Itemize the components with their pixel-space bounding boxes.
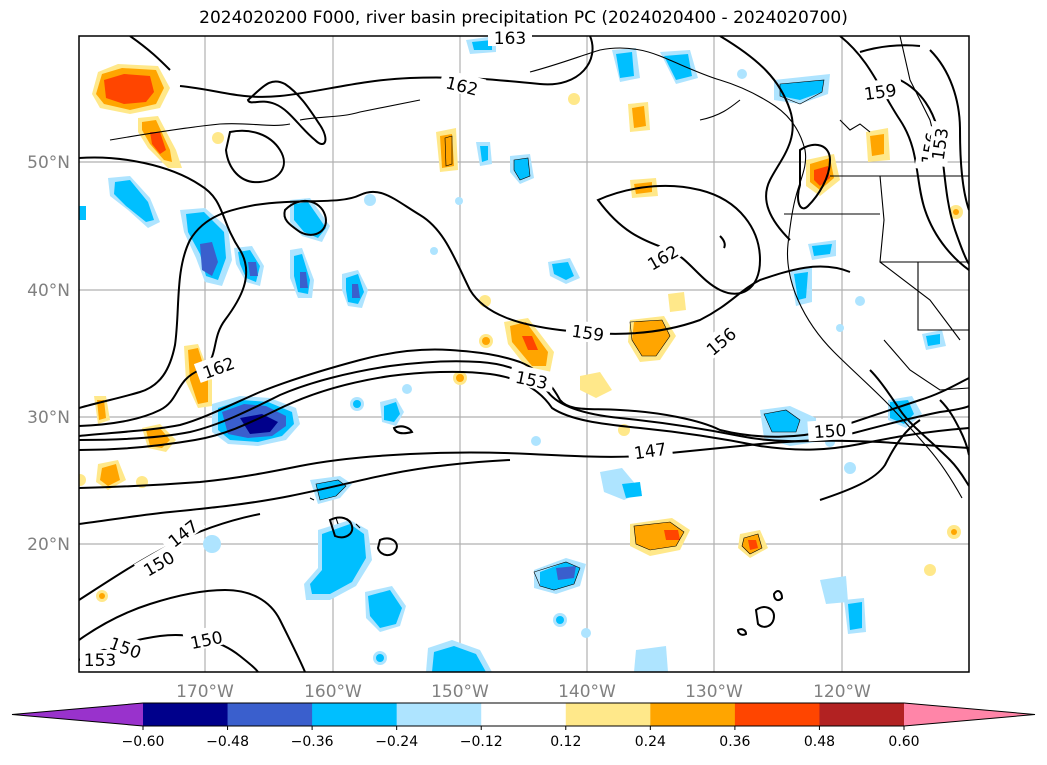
colorbar-segment (143, 703, 229, 726)
colorbar-tick-label: −0.60 (122, 734, 165, 750)
colorbar-tick-label: 0.60 (888, 734, 919, 750)
colorbar-segment (650, 703, 736, 726)
lat-label: 30°N (27, 408, 70, 428)
colorbar-tick-label: 0.36 (719, 734, 750, 750)
contour-label: 163 (494, 29, 526, 49)
colorbar-segment (565, 703, 651, 726)
colorbar-tick-label: 0.48 (804, 734, 835, 750)
colorbar-tick-label: −0.36 (291, 734, 334, 750)
latitude-labels: 20°N 30°N 40°N 50°N (27, 153, 70, 555)
colorbar-segment (312, 703, 398, 726)
contour-label: 159 (570, 322, 605, 346)
lon-label: 170°W (176, 682, 234, 702)
negative-precip-areas (79, 36, 946, 672)
contour-label: 150 (813, 421, 847, 443)
colorbar-segment (734, 703, 820, 726)
lon-label: 160°W (304, 682, 362, 702)
lat-label: 40°N (27, 281, 70, 301)
colorbar-tick-label: −0.24 (375, 734, 418, 750)
colorbar-tick-label: 0.12 (550, 734, 581, 750)
colorbar-tick-label: −0.48 (206, 734, 249, 750)
colorbar-extend-high (904, 703, 1035, 726)
colorbar-segment (481, 703, 567, 726)
contour-label: 153 (929, 127, 953, 162)
positive-precip-areas (79, 64, 963, 602)
lat-label: 50°N (27, 153, 70, 173)
lon-label: 140°W (558, 682, 616, 702)
lat-label: 20°N (27, 535, 70, 555)
anomaly-outlines (315, 79, 825, 591)
lon-label: 120°W (813, 682, 871, 702)
colorbar-tick-label: −0.12 (460, 734, 503, 750)
colorbar: −0.60 −0.48 −0.36 −0.24 −0.12 0.12 0.24 0.36 0.4… (11, 702, 1036, 750)
contour-label: 159 (863, 81, 898, 105)
lon-label: 150°W (431, 682, 489, 702)
colorbar-tick-label: 0.24 (635, 734, 666, 750)
colorbar-segment (819, 703, 905, 726)
map-title: 2024020200 F000, river basin precipitati… (199, 8, 848, 28)
colorbar-segment (227, 703, 313, 726)
colorbar-segment (396, 703, 482, 726)
contour-label: 153 (84, 651, 116, 671)
longitude-labels: 170°W 160°W 150°W 140°W 130°W 120°W (176, 682, 871, 702)
contour-label: 147 (633, 440, 668, 464)
colorbar-extend-low (12, 703, 143, 726)
contour-label: 162 (200, 354, 237, 384)
lon-label: 130°W (685, 682, 743, 702)
